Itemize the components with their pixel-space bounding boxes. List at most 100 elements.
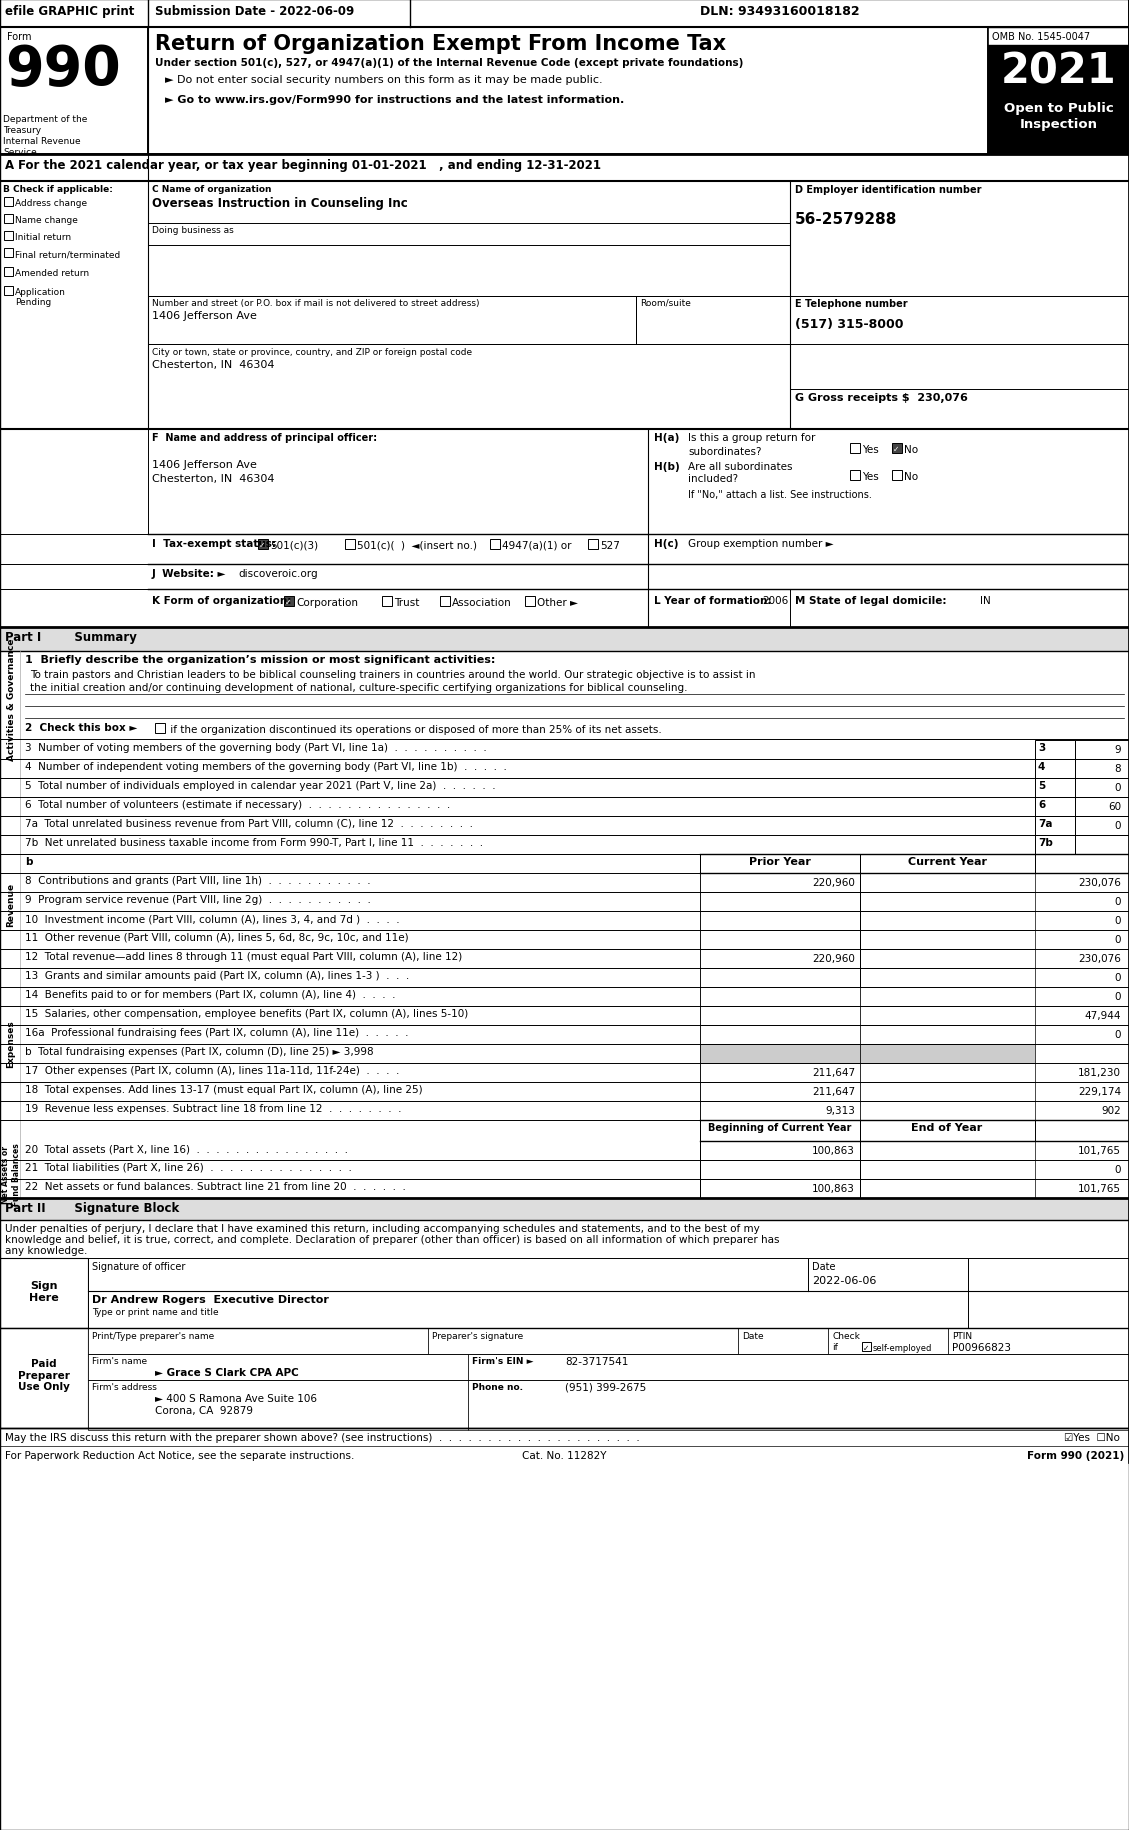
Bar [860,1063,1035,1082]
Bar [1035,778,1075,798]
Bar [636,296,790,344]
Text: 220,960: 220,960 [812,878,855,888]
Text: For Paperwork Reduction Act Notice, see the separate instructions.: For Paperwork Reduction Act Notice, see … [5,1449,355,1460]
Text: Dr Andrew Rogers  Executive Director: Dr Andrew Rogers Executive Director [91,1294,329,1305]
Text: 902: 902 [1101,1105,1121,1116]
Text: H(a): H(a) [654,432,680,443]
Bar [5,267,14,276]
Bar [5,249,14,258]
Bar [700,893,860,911]
Bar [428,1329,738,1354]
Bar [700,873,860,893]
Bar [700,968,860,988]
Text: 82-3717541: 82-3717541 [564,1356,629,1367]
Bar [588,540,598,549]
Bar [700,1179,860,1199]
Bar [790,181,1129,296]
Text: 230,076: 230,076 [1078,878,1121,888]
Text: Yes: Yes [863,445,878,454]
Text: Association: Association [452,598,511,608]
Text: Expenses: Expenses [7,1019,16,1067]
Text: Form: Form [7,31,32,42]
Bar [850,443,860,454]
Bar [148,430,648,534]
Text: included?: included? [688,474,738,483]
Text: ☑Yes  ☐No: ☑Yes ☐No [1065,1433,1120,1442]
Text: I  Tax-exempt status:: I Tax-exempt status: [152,538,275,549]
Text: 22  Net assets or fund balances. Subtract line 21 from line 20  .  .  .  .  .  .: 22 Net assets or fund balances. Subtract… [25,1182,405,1191]
Text: if the organization discontinued its operations or disposed of more than 25% of : if the organization discontinued its ope… [167,725,662,734]
Text: Department of the: Department of the [3,115,87,124]
Bar [1075,798,1129,816]
Text: Date: Date [742,1330,763,1340]
Bar [892,443,902,454]
Text: efile GRAPHIC print: efile GRAPHIC print [5,5,134,18]
Text: 17  Other expenses (Part IX, column (A), lines 11a-11d, 11f-24e)  .  .  .  .: 17 Other expenses (Part IX, column (A), … [25,1065,400,1076]
Text: Firm's name: Firm's name [91,1356,147,1365]
Text: 7a: 7a [1038,818,1052,829]
Bar [1075,816,1129,836]
Text: 501(c)(3): 501(c)(3) [270,540,318,551]
Bar [88,1259,808,1292]
Text: E Telephone number: E Telephone number [795,298,908,309]
Text: Treasury: Treasury [3,126,41,135]
Text: 0: 0 [1114,820,1121,831]
Bar [860,873,1035,893]
Text: 10  Investment income (Part VIII, column (A), lines 3, 4, and 7d )  .  .  .  .: 10 Investment income (Part VIII, column … [25,913,400,924]
Text: any knowledge.: any knowledge. [5,1246,87,1255]
Bar [700,1160,860,1179]
Text: Service: Service [3,148,37,157]
Text: Final return/terminated: Final return/terminated [15,251,121,258]
Bar [490,540,500,549]
Text: 0: 0 [1114,783,1121,792]
Text: 5  Total number of individuals employed in calendar year 2021 (Part V, line 2a) : 5 Total number of individuals employed i… [25,781,496,791]
Bar [0,1259,88,1329]
Text: 0: 0 [1114,935,1121,944]
Text: Yes: Yes [863,472,878,481]
Bar [700,1025,860,1045]
Text: 0: 0 [1114,915,1121,926]
Text: if: if [832,1341,838,1351]
Bar [700,1120,860,1142]
Bar [259,540,268,549]
Bar [860,893,1035,911]
Text: Corporation: Corporation [296,598,358,608]
Text: Open to Public: Open to Public [1004,102,1114,115]
Bar [988,46,1129,95]
Text: 2021: 2021 [1001,49,1117,92]
Bar [988,27,1129,156]
Bar [148,181,790,296]
Bar [5,198,14,207]
Text: Name change: Name change [15,216,78,225]
Text: ► Grace S Clark CPA APC: ► Grace S Clark CPA APC [155,1367,299,1378]
Bar [700,1063,860,1082]
Text: 20  Total assets (Part X, line 16)  .  .  .  .  .  .  .  .  .  .  .  .  .  .  . : 20 Total assets (Part X, line 16) . . . … [25,1144,348,1153]
Bar [0,565,1129,589]
Text: Room/suite: Room/suite [640,298,691,307]
Bar [860,1082,1035,1102]
Bar [700,1102,860,1120]
Text: Sign
Here: Sign Here [29,1281,59,1301]
Bar [860,1160,1035,1179]
Bar [1075,778,1129,798]
Text: Initial return: Initial return [15,232,71,242]
Bar [700,1082,860,1102]
Text: B Check if applicable:: B Check if applicable: [3,185,113,194]
Text: 1406 Jefferson Ave: 1406 Jefferson Ave [152,459,257,470]
Bar [700,930,860,950]
Bar [892,470,902,481]
Text: Prior Year: Prior Year [749,856,811,867]
Bar [345,540,355,549]
Bar [850,470,860,481]
Text: Phone no.: Phone no. [472,1382,523,1391]
Text: Signature Block: Signature Block [62,1200,180,1215]
Text: F  Name and address of principal officer:: F Name and address of principal officer: [152,432,377,443]
Text: A: A [5,159,15,172]
Text: ► Do not enter social security numbers on this form as it may be made public.: ► Do not enter social security numbers o… [165,75,603,84]
Text: G Gross receipts $  230,076: G Gross receipts $ 230,076 [795,393,968,403]
Bar [0,27,148,156]
Bar [0,534,1129,565]
Text: To train pastors and Christian leaders to be biblical counseling trainers in cou: To train pastors and Christian leaders t… [30,670,755,679]
Bar [700,1142,860,1160]
Text: Cat. No. 11282Y: Cat. No. 11282Y [522,1449,606,1460]
